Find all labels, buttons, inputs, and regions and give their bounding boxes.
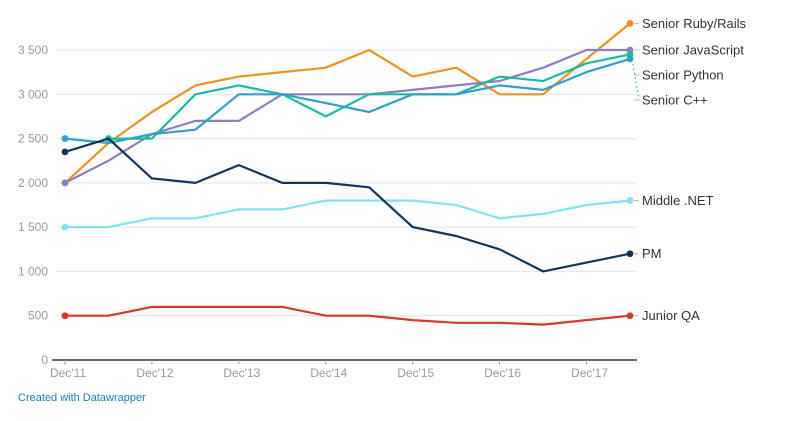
y-axis-tick-label: 3 500 xyxy=(18,43,48,57)
series-label-senior-python: Senior Python xyxy=(642,68,724,83)
x-axis-tick-label: Dec'16 xyxy=(484,366,521,380)
series-label-middle-net: Middle .NET xyxy=(642,193,714,208)
series-start-point-middle-net[interactable] xyxy=(61,223,69,231)
y-axis-tick-label: 3 000 xyxy=(18,87,48,101)
series-end-point-junior-qa[interactable] xyxy=(626,312,634,320)
series-label-junior-qa: Junior QA xyxy=(642,308,700,323)
series-label-senior-javascript: Senior JavaScript xyxy=(642,43,744,58)
series-end-point-senior-c[interactable] xyxy=(626,55,634,63)
x-axis-tick-label: Dec'17 xyxy=(571,366,608,380)
series-line-junior-qa[interactable] xyxy=(65,305,631,326)
x-axis-tick-label: Dec'15 xyxy=(397,366,434,380)
series-start-point-junior-qa[interactable] xyxy=(61,312,69,320)
salary-trends-line-chart: 0 500 1 000 1 500 2 000 2 500 3 000 3 500 Dec'11… xyxy=(18,16,747,380)
series-start-point-senior-javascript[interactable] xyxy=(61,179,69,187)
series-line-senior-ruby-rails[interactable] xyxy=(64,22,631,184)
y-axis-tick-label: 0 xyxy=(41,353,48,367)
line-chart: 0 500 1 000 1 500 2 000 2 500 3 000 3 500 Dec'11… xyxy=(18,16,747,380)
x-axis-tick-label: Dec'11 xyxy=(50,366,86,380)
x-axis-tick-label: Dec'12 xyxy=(136,366,173,380)
series-line-pm[interactable] xyxy=(64,137,631,273)
y-axis-tick-label: 2 000 xyxy=(18,176,48,190)
series-label-pm: PM xyxy=(642,246,662,261)
series-line-senior-c[interactable] xyxy=(64,57,631,145)
series-line-senior-python[interactable] xyxy=(108,53,631,140)
series-label-senior-c: Senior C++ xyxy=(642,93,708,108)
series-end-point-pm[interactable] xyxy=(626,250,634,258)
y-axis-tick-label: 500 xyxy=(28,309,48,323)
y-axis-tick-label: 1 500 xyxy=(18,220,48,234)
datawrapper-attribution-link[interactable]: Created with Datawrapper xyxy=(18,392,146,404)
series-line-middle-net[interactable] xyxy=(65,199,631,229)
series-label-senior-ruby-rails: Senior Ruby/Rails xyxy=(642,16,747,31)
label-leader-line-senior-c xyxy=(632,63,640,101)
x-axis-tick-label: Dec'14 xyxy=(310,366,347,380)
series-start-point-pm[interactable] xyxy=(61,148,69,156)
series-start-point-senior-c[interactable] xyxy=(61,135,69,142)
x-axis-tick-label: Dec'13 xyxy=(223,366,260,380)
y-axis-tick-label: 1 000 xyxy=(18,264,48,278)
series-line-senior-javascript[interactable] xyxy=(64,48,630,184)
series-end-point-senior-ruby-rails[interactable] xyxy=(626,20,634,27)
y-axis-tick-label: 2 500 xyxy=(18,132,48,146)
series-end-point-middle-net[interactable] xyxy=(626,197,634,204)
